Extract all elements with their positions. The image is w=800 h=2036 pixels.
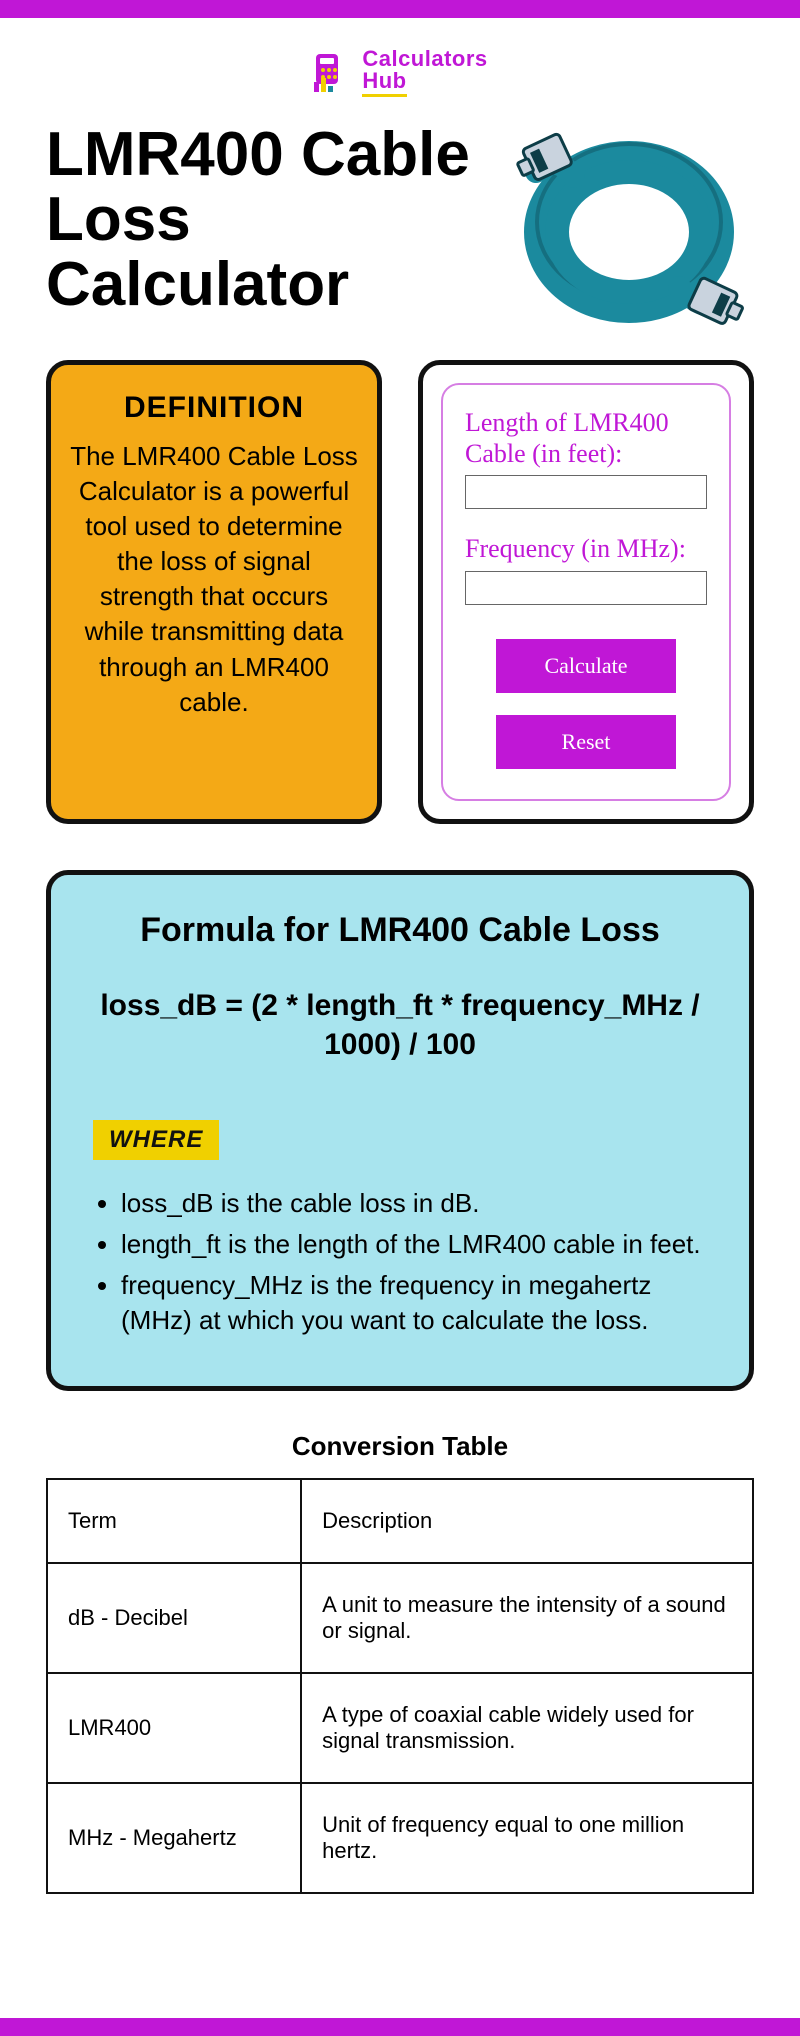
cable-illustration	[504, 122, 754, 332]
calculator-form: Length of LMR400 Cable (in feet): Freque…	[441, 383, 731, 801]
term-cell: MHz - Megahertz	[47, 1783, 301, 1893]
length-input[interactable]	[465, 475, 707, 509]
formula-item: length_ft is the length of the LMR400 ca…	[121, 1227, 707, 1262]
logo-text-2: Hub	[362, 70, 406, 97]
calculator-card: Length of LMR400 Cable (in feet): Freque…	[418, 360, 754, 824]
page-title: LMR400 Cable Loss Calculator	[46, 122, 474, 317]
col-term: Term	[47, 1479, 301, 1563]
logo-row: Calculators Hub	[46, 38, 754, 112]
header: LMR400 Cable Loss Calculator	[46, 122, 754, 332]
mid-row: DEFINITION The LMR400 Cable Loss Calcula…	[46, 360, 754, 824]
definition-heading: DEFINITION	[69, 391, 359, 425]
definition-text: The LMR400 Cable Loss Calculator is a po…	[69, 439, 359, 720]
term-cell: LMR400	[47, 1673, 301, 1783]
table-row: LMR400 A type of coaxial cable widely us…	[47, 1673, 753, 1783]
col-desc: Description	[301, 1479, 753, 1563]
table-row: MHz - Megahertz Unit of frequency equal …	[47, 1783, 753, 1893]
calculate-button[interactable]: Calculate	[496, 639, 676, 693]
desc-cell: Unit of frequency equal to one million h…	[301, 1783, 753, 1893]
formula-equation: loss_dB = (2 * length_ft * frequency_MHz…	[93, 986, 707, 1064]
logo-text-1: Calculators	[362, 48, 487, 70]
table-row: dB - Decibel A unit to measure the inten…	[47, 1563, 753, 1673]
reset-button[interactable]: Reset	[496, 715, 676, 769]
formula-item: frequency_MHz is the frequency in megahe…	[121, 1268, 707, 1338]
logo: Calculators Hub	[312, 48, 487, 97]
definition-card: DEFINITION The LMR400 Cable Loss Calcula…	[46, 360, 382, 824]
table-header-row: Term Description	[47, 1479, 753, 1563]
formula-item: loss_dB is the cable loss in dB.	[121, 1186, 707, 1221]
formula-title: Formula for LMR400 Cable Loss	[93, 911, 707, 950]
conversion-table: Term Description dB - Decibel A unit to …	[46, 1478, 754, 1894]
desc-cell: A type of coaxial cable widely used for …	[301, 1673, 753, 1783]
page: Calculators Hub LMR400 Cable Loss Calcul…	[0, 18, 800, 2018]
formula-list: loss_dB is the cable loss in dB. length_…	[93, 1186, 707, 1338]
formula-card: Formula for LMR400 Cable Loss loss_dB = …	[46, 870, 754, 1391]
frequency-input[interactable]	[465, 571, 707, 605]
desc-cell: A unit to measure the intensity of a sou…	[301, 1563, 753, 1673]
calculator-icon	[312, 52, 354, 94]
table-title: Conversion Table	[46, 1431, 754, 1462]
where-badge: WHERE	[93, 1120, 219, 1160]
length-label: Length of LMR400 Cable (in feet):	[465, 407, 707, 469]
frequency-label: Frequency (in MHz):	[465, 533, 707, 564]
term-cell: dB - Decibel	[47, 1563, 301, 1673]
